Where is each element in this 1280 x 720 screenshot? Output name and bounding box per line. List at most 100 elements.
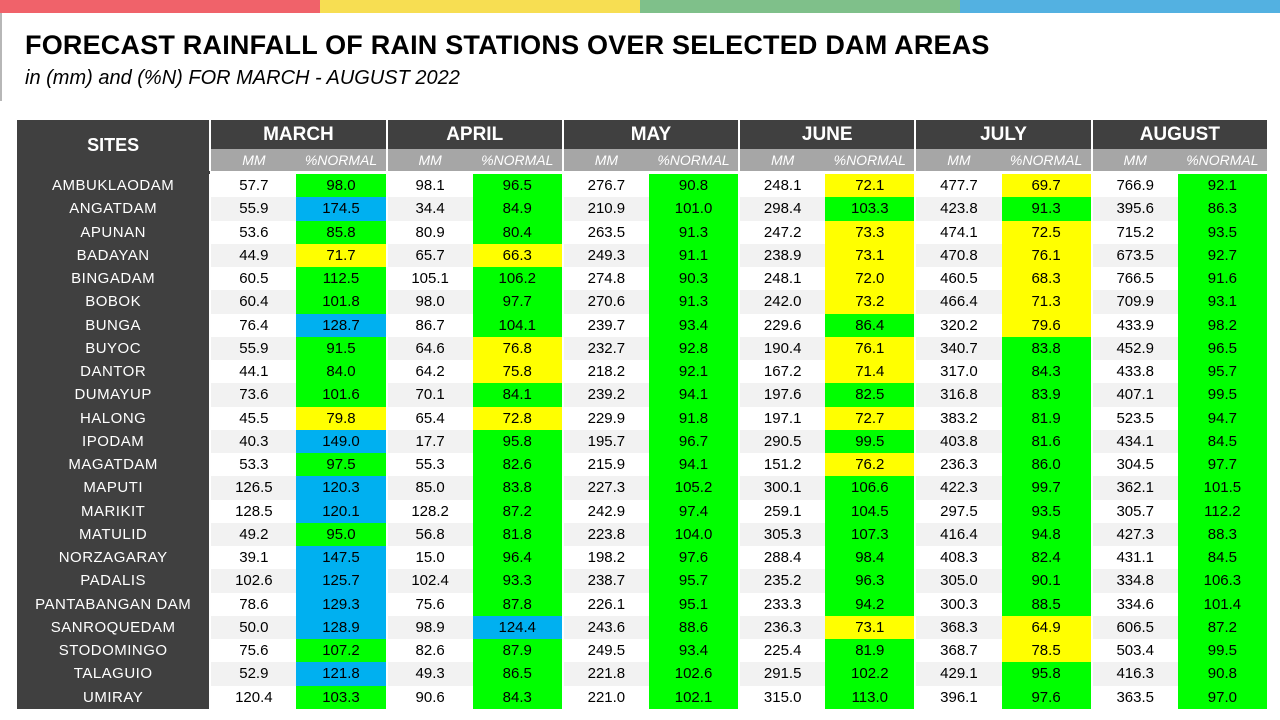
mm-value-cell: 17.7 xyxy=(385,429,473,453)
site-name-cell: MAGATDAM xyxy=(17,453,211,477)
table-row: MAGATDAM 53.3 97.5 55.3 82.6 215.9 94.1 151.2 76… xyxy=(17,453,1267,477)
mm-value-cell: 320.2 xyxy=(914,313,1002,337)
pct-normal-cell: 104.0 xyxy=(648,522,740,546)
month-header: MARCH xyxy=(209,120,387,150)
mm-value-cell: 102.6 xyxy=(209,569,297,593)
pct-normal-cell: 106.6 xyxy=(825,476,916,500)
pct-normal-cell: 82.6 xyxy=(472,453,563,477)
pct-normal-cell: 87.2 xyxy=(1177,615,1267,639)
pct-normal-cell: 71.4 xyxy=(825,360,916,384)
mm-value-cell: 55.3 xyxy=(385,453,473,477)
site-name-cell: BINGADAM xyxy=(17,267,211,291)
mm-value-cell: 766.9 xyxy=(1090,174,1178,198)
pct-normal-cell: 101.4 xyxy=(1177,592,1267,616)
pct-normal-cell: 124.4 xyxy=(472,615,563,639)
mm-value-cell: 232.7 xyxy=(561,336,649,360)
pct-normal-cell: 91.3 xyxy=(648,290,740,314)
pct-normal-cell: 97.7 xyxy=(1177,453,1267,477)
mm-value-cell: 229.6 xyxy=(738,313,826,337)
pct-normal-cell: 101.8 xyxy=(296,290,387,314)
subheader-row: MM %NORMAL MM %NORMAL MM %NORMAL MM %NOR… xyxy=(17,149,1267,171)
mm-value-cell: 300.1 xyxy=(738,476,826,500)
pct-normal-cell: 72.8 xyxy=(472,406,563,430)
mm-value-cell: 197.1 xyxy=(738,406,826,430)
mm-value-cell: 225.4 xyxy=(738,639,826,663)
pct-normal-cell: 76.1 xyxy=(825,336,916,360)
pct-normal-cell: 95.8 xyxy=(472,429,563,453)
pct-normal-cell: 71.3 xyxy=(1001,290,1092,314)
mm-value-cell: 45.5 xyxy=(209,406,297,430)
pct-normal-cell: 106.2 xyxy=(472,267,563,291)
mm-subheader: MM xyxy=(914,149,1002,171)
mm-value-cell: 70.1 xyxy=(385,383,473,407)
pct-normal-cell: 91.6 xyxy=(1177,267,1267,291)
pct-normal-cell: 104.5 xyxy=(825,499,916,523)
month-header: JULY xyxy=(914,120,1092,150)
mm-subheader: MM xyxy=(1090,149,1178,171)
pct-normal-cell: 81.9 xyxy=(1001,406,1092,430)
mm-value-cell: 368.7 xyxy=(914,639,1002,663)
mm-value-cell: 276.7 xyxy=(561,174,649,198)
mm-value-cell: 75.6 xyxy=(209,639,297,663)
mm-value-cell: 340.7 xyxy=(914,336,1002,360)
mm-value-cell: 60.4 xyxy=(209,290,297,314)
pct-normal-cell: 102.1 xyxy=(648,685,740,709)
pct-normal-cell: 96.5 xyxy=(472,174,563,198)
mm-value-cell: 427.3 xyxy=(1090,522,1178,546)
site-name-cell: MARIKIT xyxy=(17,499,211,523)
mm-subheader: MM xyxy=(561,149,649,171)
top-bar-red xyxy=(0,0,320,13)
mm-value-cell: 248.1 xyxy=(738,267,826,291)
mm-value-cell: 290.5 xyxy=(738,429,826,453)
pct-normal-cell: 96.4 xyxy=(472,546,563,570)
mm-value-cell: 305.0 xyxy=(914,569,1002,593)
pct-normal-cell: 86.5 xyxy=(472,662,563,686)
table-row: ANGATDAM 55.9 174.5 34.4 84.9 210.9 101.0 298.4… xyxy=(17,197,1267,221)
mm-value-cell: 396.1 xyxy=(914,685,1002,709)
top-bar-blue xyxy=(960,0,1280,13)
table-row: NORZAGARAY 39.1 147.5 15.0 96.4 198.2 97.6 288.… xyxy=(17,546,1267,570)
pct-normal-cell: 97.5 xyxy=(296,453,387,477)
table-row: DUMAYUP 73.6 101.6 70.1 84.1 239.2 94.1 197.6 82… xyxy=(17,383,1267,407)
pct-subheader: %NORMAL xyxy=(296,149,387,171)
mm-value-cell: 305.7 xyxy=(1090,499,1178,523)
site-name-cell: MATULID xyxy=(17,522,211,546)
pct-normal-cell: 84.0 xyxy=(296,360,387,384)
pct-normal-cell: 97.4 xyxy=(648,499,740,523)
mm-value-cell: 238.9 xyxy=(738,243,826,267)
table-row: TALAGUIO 52.9 121.8 49.3 86.5 221.8 102.6 291.5… xyxy=(17,662,1267,686)
mm-value-cell: 416.4 xyxy=(914,522,1002,546)
table-row: IPODAM 40.3 149.0 17.7 95.8 195.7 96.7 290.5 99.… xyxy=(17,429,1267,453)
mm-value-cell: 210.9 xyxy=(561,197,649,221)
pct-normal-cell: 84.5 xyxy=(1177,429,1267,453)
mm-value-cell: 422.3 xyxy=(914,476,1002,500)
pct-normal-cell: 80.4 xyxy=(472,220,563,244)
table-row: STODOMINGO 75.6 107.2 82.6 87.9 249.5 93.4 225.… xyxy=(17,639,1267,663)
pct-normal-cell: 76.2 xyxy=(825,453,916,477)
mm-value-cell: 57.7 xyxy=(209,174,297,198)
site-name-cell: BUYOC xyxy=(17,336,211,360)
pct-normal-cell: 93.1 xyxy=(1177,290,1267,314)
pct-normal-cell: 81.9 xyxy=(825,639,916,663)
mm-value-cell: 50.0 xyxy=(209,615,297,639)
mm-value-cell: 236.3 xyxy=(738,615,826,639)
mm-value-cell: 128.2 xyxy=(385,499,473,523)
mm-value-cell: 75.6 xyxy=(385,592,473,616)
top-bar-yellow xyxy=(320,0,640,13)
pct-normal-cell: 98.4 xyxy=(825,546,916,570)
mm-value-cell: 226.1 xyxy=(561,592,649,616)
table-row: SANROQUEDAM 50.0 128.9 98.9 124.4 243.6 88.6 23… xyxy=(17,615,1267,639)
mm-value-cell: 53.3 xyxy=(209,453,297,477)
pct-normal-cell: 82.4 xyxy=(1001,546,1092,570)
mm-value-cell: 242.0 xyxy=(738,290,826,314)
pct-normal-cell: 79.6 xyxy=(1001,313,1092,337)
mm-value-cell: 239.2 xyxy=(561,383,649,407)
mm-value-cell: 274.8 xyxy=(561,267,649,291)
page-subtitle: in (mm) and (%N) FOR MARCH - AUGUST 2022 xyxy=(25,67,460,89)
mm-value-cell: 126.5 xyxy=(209,476,297,500)
mm-value-cell: 221.0 xyxy=(561,685,649,709)
mm-value-cell: 120.4 xyxy=(209,685,297,709)
mm-value-cell: 249.5 xyxy=(561,639,649,663)
mm-value-cell: 263.5 xyxy=(561,220,649,244)
pct-normal-cell: 99.5 xyxy=(825,429,916,453)
